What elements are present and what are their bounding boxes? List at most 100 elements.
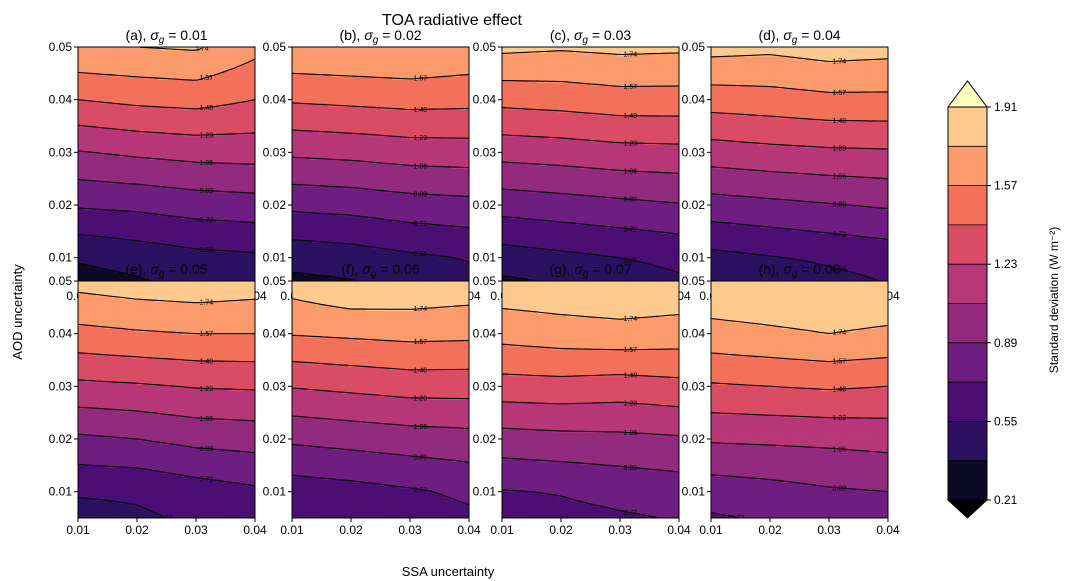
contour-label: 0.72 <box>623 510 637 517</box>
contour-label: 0.89 <box>199 446 213 453</box>
contour-label: 1.23 <box>199 386 213 393</box>
x-tick-label: 0.03 <box>398 523 422 537</box>
contour-line <box>711 220 888 241</box>
contour-label: 1.74 <box>199 300 213 307</box>
panel-d: 0.380.550.720.891.061.231.401.571.740.01… <box>682 27 900 303</box>
y-tick-label: 0.01 <box>49 251 73 265</box>
y-tick-label: 0.04 <box>682 93 706 107</box>
figure-title: TOA radiative effect <box>382 12 522 29</box>
contour-label: 0.89 <box>413 192 427 199</box>
colorbar-segment <box>948 185 987 226</box>
panels: 0.380.550.720.891.061.231.401.571.740.01… <box>49 27 900 537</box>
contour-label: 0.89 <box>832 202 846 209</box>
contour-line <box>78 233 255 253</box>
x-tick-label: 0.02 <box>758 523 782 537</box>
contour-line <box>139 47 203 51</box>
y-tick-label: 0.04 <box>49 327 73 341</box>
contour-line <box>292 443 469 463</box>
y-tick-label: 0.02 <box>263 198 287 212</box>
contour-line <box>292 239 469 263</box>
contour-label: 1.74 <box>623 52 637 59</box>
contour-line <box>292 415 469 430</box>
panel-title: (h), σg = 0.08 <box>758 261 840 280</box>
contour-label: 1.74 <box>195 46 209 53</box>
contour-label: 0.55 <box>199 247 213 254</box>
panel-f: 0.72 0.89 1.06 1.23 1.40 1.57 1.74 0.01 0.02 0.03… <box>263 261 481 537</box>
contour-line <box>292 102 469 111</box>
contour-field <box>711 281 888 518</box>
y-tick-label: 0.03 <box>49 379 73 393</box>
contour-line <box>292 271 368 284</box>
colorbar-segment <box>948 460 987 501</box>
contour-label: 1.57 <box>832 358 846 365</box>
contour-line <box>711 442 888 454</box>
contour-line <box>292 360 469 371</box>
contour-line <box>502 401 679 408</box>
contour-label: 1.40 <box>832 387 846 394</box>
contour-label: 0.72 <box>199 217 213 224</box>
contour-label: 0.89 <box>199 188 213 195</box>
x-tick-label: 0.04 <box>667 523 691 537</box>
colorbar-segment <box>948 342 987 383</box>
contour-label: 1.74 <box>413 306 427 313</box>
contour-line <box>502 50 679 56</box>
x-tick-label: 0.04 <box>876 523 900 537</box>
y-tick-label: 0.01 <box>682 485 706 499</box>
contour-lines: 0.72 0.89 1.06 1.23 1.40 1.57 1.74 <box>711 318 888 522</box>
y-tick-label: 0.01 <box>682 251 706 265</box>
panel-frame <box>710 280 889 519</box>
contour-label: 0.72 <box>731 515 745 522</box>
contour-label: 0.55 <box>623 257 637 264</box>
contour-line <box>502 307 679 320</box>
contour-line <box>711 111 888 122</box>
contour-label: 1.23 <box>832 415 846 422</box>
contour-label: 1.06 <box>832 447 846 454</box>
y-tick-label: 0.04 <box>473 93 497 107</box>
contour-line <box>292 211 469 229</box>
y-tick-label: 0.04 <box>263 93 287 107</box>
contour-label: 1.06 <box>413 163 427 170</box>
contour-label: 1.23 <box>623 401 637 408</box>
contour-line <box>711 248 888 284</box>
contour-line <box>292 298 469 310</box>
contour-label: 0.72 <box>413 221 427 228</box>
contour-label: 1.06 <box>832 173 846 180</box>
contour-label: 0.89 <box>623 197 637 204</box>
contour-label: 0.72 <box>832 232 846 239</box>
contour-label: 1.57 <box>623 347 637 354</box>
contour-line <box>711 474 888 493</box>
y-tick-label: 0.05 <box>263 274 287 288</box>
colorbar-tick-label: 0.89 <box>994 336 1018 350</box>
x-tick-label: 0.04 <box>457 523 481 537</box>
panel-title: (e), σg = 0.05 <box>125 261 207 280</box>
contour-line <box>502 489 657 518</box>
contour-line <box>78 262 158 284</box>
colorbar-tick-label: 0.55 <box>994 414 1018 428</box>
panel-frame <box>77 280 256 519</box>
contour-lines: 0.72 0.89 1.06 1.23 1.40 1.57 1.74 <box>292 298 469 506</box>
y-tick-label: 0.04 <box>682 327 706 341</box>
colorbar-segment <box>948 421 987 461</box>
y-tick-label: 0.05 <box>49 40 73 54</box>
y-tick-label: 0.01 <box>473 485 497 499</box>
contour-label: 1.57 <box>199 75 213 82</box>
contour-line <box>292 72 469 80</box>
x-tick-label: 0.03 <box>184 523 208 537</box>
colorbar-tick-label: 0.21 <box>994 493 1018 507</box>
panel-title: (b), σg = 0.02 <box>339 27 421 46</box>
contour-line <box>78 178 255 194</box>
contour-line <box>78 124 255 136</box>
contour-line <box>78 323 255 335</box>
contour-label: 1.06 <box>413 424 427 431</box>
contour-line <box>78 58 255 81</box>
contour-lines: 0.380.550.720.891.061.231.401.571.74 <box>78 46 255 284</box>
contour-field <box>502 47 679 284</box>
contour-label: 0.72 <box>413 487 427 494</box>
contour-line <box>711 318 888 334</box>
contour-label: 0.72 <box>199 476 213 483</box>
colorbar-tick-label: 1.91 <box>994 100 1018 114</box>
contour-label: 1.57 <box>199 331 213 338</box>
contour-line <box>78 406 255 422</box>
contour-field <box>711 47 888 284</box>
contour-field <box>292 47 469 284</box>
